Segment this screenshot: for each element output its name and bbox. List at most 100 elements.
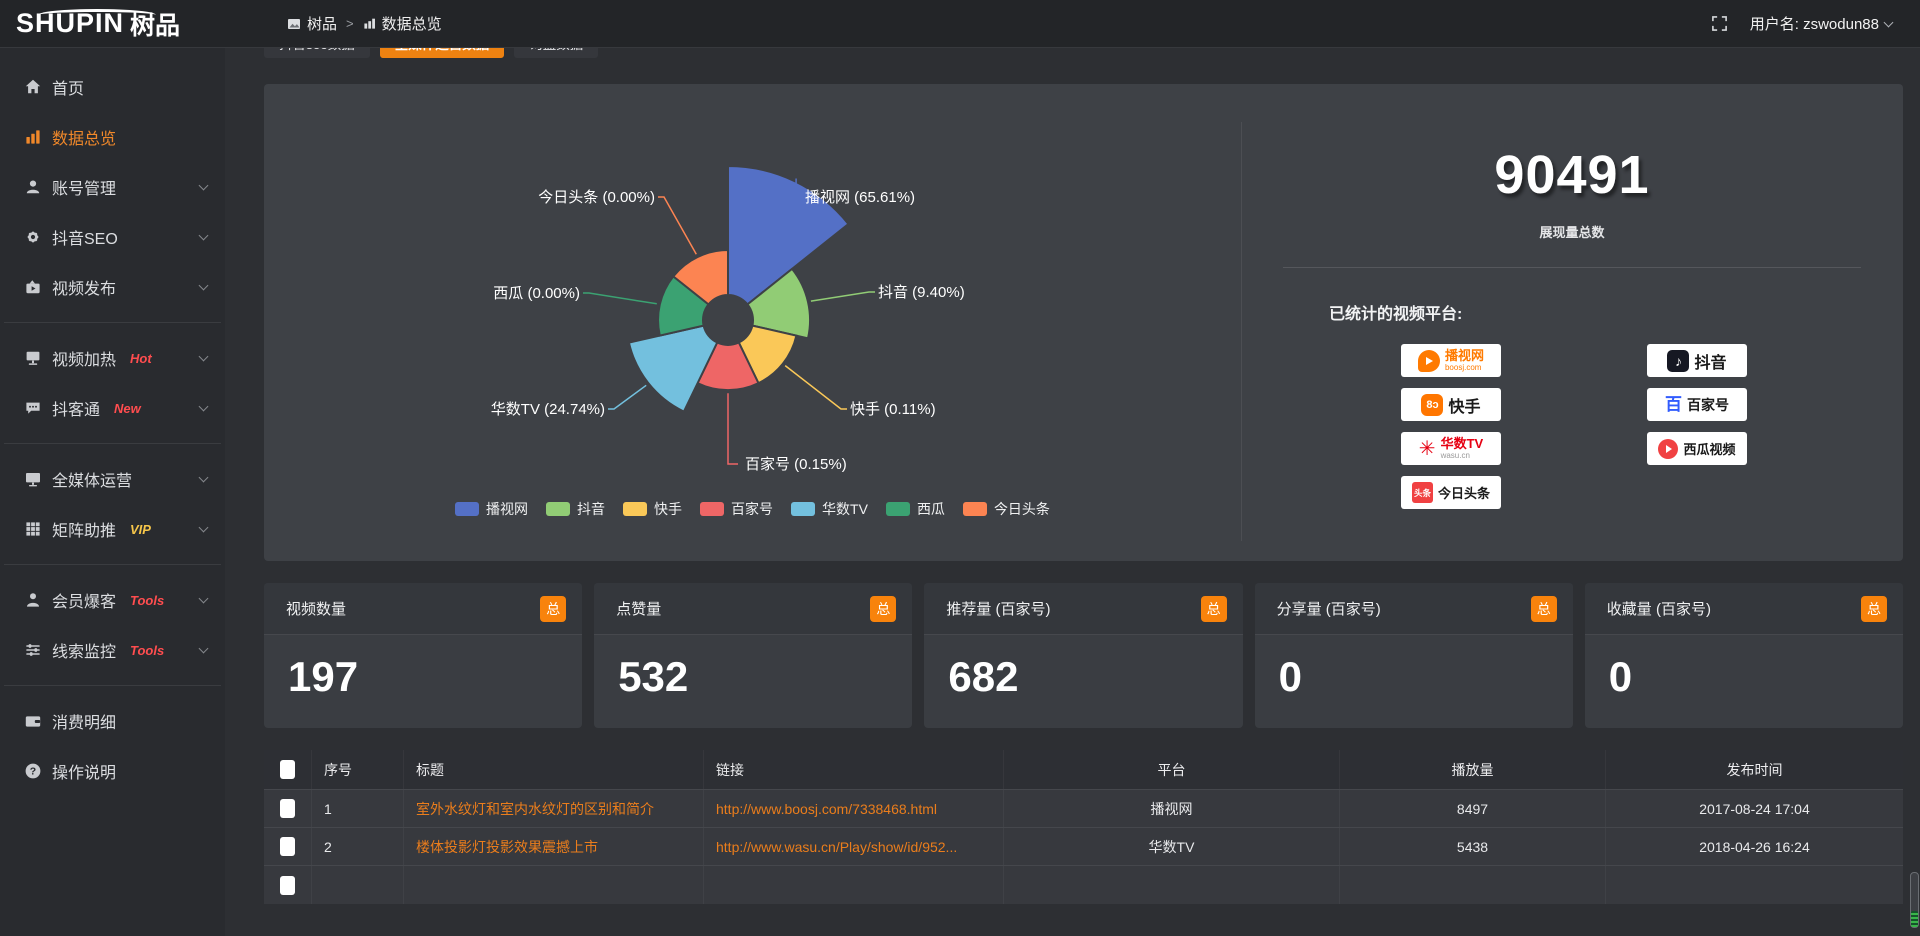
sidebar-item-video-heat[interactable]: 视频加热 Hot xyxy=(0,333,225,383)
rose-pie-chart[interactable]: 播视网 (65.61%) 抖音 (9.40%) 快手 (0.11%) 百家号 (0.1… xyxy=(264,84,1241,561)
pie-slice-今日头条[interactable] xyxy=(671,248,729,306)
sidebar-item-lead-monitor[interactable]: 线索监控 Tools xyxy=(0,625,225,675)
summary-divider xyxy=(1283,267,1861,268)
chat-icon xyxy=(24,399,42,417)
sidebar-item-doukoutong[interactable]: 抖客通 New xyxy=(0,383,225,433)
table-header-row: 序号 标题 链接 平台 播放量 发布时间 xyxy=(264,750,1903,790)
platform-badge-wasu: ✳ 华数TV wasu.cn xyxy=(1401,432,1501,465)
legend-item[interactable]: 抖音 xyxy=(546,499,605,519)
breadcrumb-root[interactable]: 树品 xyxy=(287,13,337,34)
gear-icon xyxy=(24,228,42,246)
sidebar-divider xyxy=(4,685,221,686)
sidebar-item-home[interactable]: 首页 xyxy=(0,62,225,112)
site-icon xyxy=(288,18,300,29)
sidebar-item-media-operation[interactable]: 全媒体运营 xyxy=(0,454,225,504)
monitor-icon xyxy=(24,349,42,367)
fullscreen-icon[interactable] xyxy=(1711,15,1728,32)
sidebar-item-matrix-boost[interactable]: 矩阵助推 VIP xyxy=(0,504,225,554)
row-views: 8497 xyxy=(1340,790,1606,827)
impressions-summary: 90491 展现量总数 已统计的视频平台: 播视网 boosj.com ♪ 抖音 … xyxy=(1241,84,1903,561)
impressions-total-label: 展现量总数 xyxy=(1539,225,1605,240)
row-checkbox[interactable] xyxy=(280,875,295,895)
video-title-link[interactable]: 室外水纹灯和室内水纹灯的区别和简介 xyxy=(404,790,704,827)
pie-label: 快手 (0.11%) xyxy=(850,401,936,418)
stat-card-recommends: 推荐量 (百家号) 总 682 xyxy=(924,583,1243,728)
scrollbar-thumb[interactable] xyxy=(1910,872,1919,928)
card-value: 197 xyxy=(288,653,359,700)
legend-chip xyxy=(962,502,987,516)
chevron-down-icon xyxy=(198,351,209,361)
col-publish-time: 发布时间 xyxy=(1726,761,1783,778)
platform-badge-toutiao: 头条 今日头条 xyxy=(1401,476,1501,509)
legend-chip xyxy=(791,502,816,516)
platform-badge-baijiahao: 百 百家号 xyxy=(1647,388,1747,421)
legend-item[interactable]: 播视网 xyxy=(455,499,528,519)
pie-label: 华数TV (24.74%) xyxy=(491,401,605,418)
col-index: 序号 xyxy=(312,750,404,789)
sidebar-item-account[interactable]: 账号管理 xyxy=(0,162,225,212)
col-title: 标题 xyxy=(404,750,704,789)
label-line xyxy=(608,384,647,410)
row-views: 5438 xyxy=(1340,828,1606,865)
label-line xyxy=(583,292,657,305)
col-platform: 平台 xyxy=(1004,750,1340,789)
platform-badge-kuaishou: 8ɔ 快手 xyxy=(1401,388,1501,421)
pie-label: 抖音 (9.40%) xyxy=(878,284,965,301)
legend-item[interactable]: 西瓜 xyxy=(885,499,945,519)
legend-item[interactable]: 百家号 xyxy=(700,499,773,519)
pie-slice-播视网[interactable] xyxy=(727,164,850,306)
platforms-title: 已统计的视频平台: xyxy=(1329,306,1463,323)
sidebar-item-data-overview[interactable]: 数据总览 xyxy=(0,112,225,162)
user-menu[interactable]: 用户名: zswodun88 xyxy=(1750,13,1894,34)
sidebar-item-douyin-seo[interactable]: 抖音SEO xyxy=(0,212,225,262)
video-url-link[interactable]: http://www.boosj.com/7338468.html xyxy=(704,790,1004,827)
legend-item[interactable]: 华数TV xyxy=(791,499,868,519)
row-checkbox[interactable] xyxy=(280,799,295,818)
row-checkbox[interactable] xyxy=(280,837,295,856)
card-title: 推荐量 (百家号) xyxy=(946,601,1051,618)
pie-slice-抖音[interactable] xyxy=(746,267,811,340)
video-url-link[interactable]: http://www.wasu.cn/Play/show/id/952... xyxy=(704,828,1004,865)
video-title-link[interactable]: 楼体投影灯投影效果震撼上市 xyxy=(404,828,704,865)
label-line xyxy=(784,365,847,410)
label-line xyxy=(795,178,802,198)
chevron-down-icon xyxy=(1883,17,1894,27)
legend-item[interactable]: 今日头条 xyxy=(962,499,1050,519)
chevron-down-icon xyxy=(198,472,209,482)
logo-arc-decoration xyxy=(38,8,156,21)
sidebar-item-member-growth[interactable]: 会员爆客 Tools xyxy=(0,575,225,625)
table-row xyxy=(264,866,1903,904)
stat-card-shares: 分享量 (百家号) 总 0 xyxy=(1254,583,1573,728)
card-title: 视频数量 xyxy=(286,601,347,618)
chevron-down-icon xyxy=(198,522,209,532)
sidebar-item-help[interactable]: ? 操作说明 xyxy=(0,746,225,796)
platform-badge-douyin: ♪ 抖音 xyxy=(1647,344,1747,377)
pie-label: 今日头条 (0.00%) xyxy=(538,189,655,206)
chevron-down-icon xyxy=(198,401,209,411)
panel-divider xyxy=(1241,122,1242,541)
pie-slice-华数TV[interactable] xyxy=(627,324,719,413)
chevron-down-icon xyxy=(198,593,209,603)
pie-label: 百家号 (0.15%) xyxy=(745,456,847,473)
person-icon xyxy=(24,591,42,609)
new-badge: New xyxy=(114,400,141,416)
legend-chip xyxy=(700,502,725,516)
top-bar: SHUPIN 树品 树品 > 数据总览 用户名: zswodun88 xyxy=(0,0,1920,48)
total-badge: 总 xyxy=(870,595,897,622)
row-index: 1 xyxy=(312,790,404,827)
sidebar-item-consume-detail[interactable]: 消费明细 xyxy=(0,696,225,746)
svg-text:?: ? xyxy=(30,765,36,777)
legend-item[interactable]: 快手 xyxy=(623,499,682,519)
chevron-down-icon xyxy=(198,280,209,290)
breadcrumb-current[interactable]: 数据总览 xyxy=(363,13,442,34)
boosj-logo-icon xyxy=(1417,349,1440,372)
sidebar-divider xyxy=(4,322,221,323)
chart-legend: 播视网 抖音 快手 百家号 华数TV 西瓜 今日头条 xyxy=(264,499,1241,519)
sidebar-item-video-publish[interactable]: 视频发布 xyxy=(0,262,225,312)
tools-badge: Tools xyxy=(130,592,165,608)
toutiao-logo-icon: 头条 xyxy=(1411,482,1433,503)
select-all-checkbox[interactable] xyxy=(280,760,295,779)
platforms-grid: 播视网 boosj.com ♪ 抖音 8ɔ 快手 百 百家号 ✳ 华数TV wasu… xyxy=(1401,344,1903,509)
row-platform: 播视网 xyxy=(1004,790,1340,827)
chevron-down-icon xyxy=(198,180,209,190)
